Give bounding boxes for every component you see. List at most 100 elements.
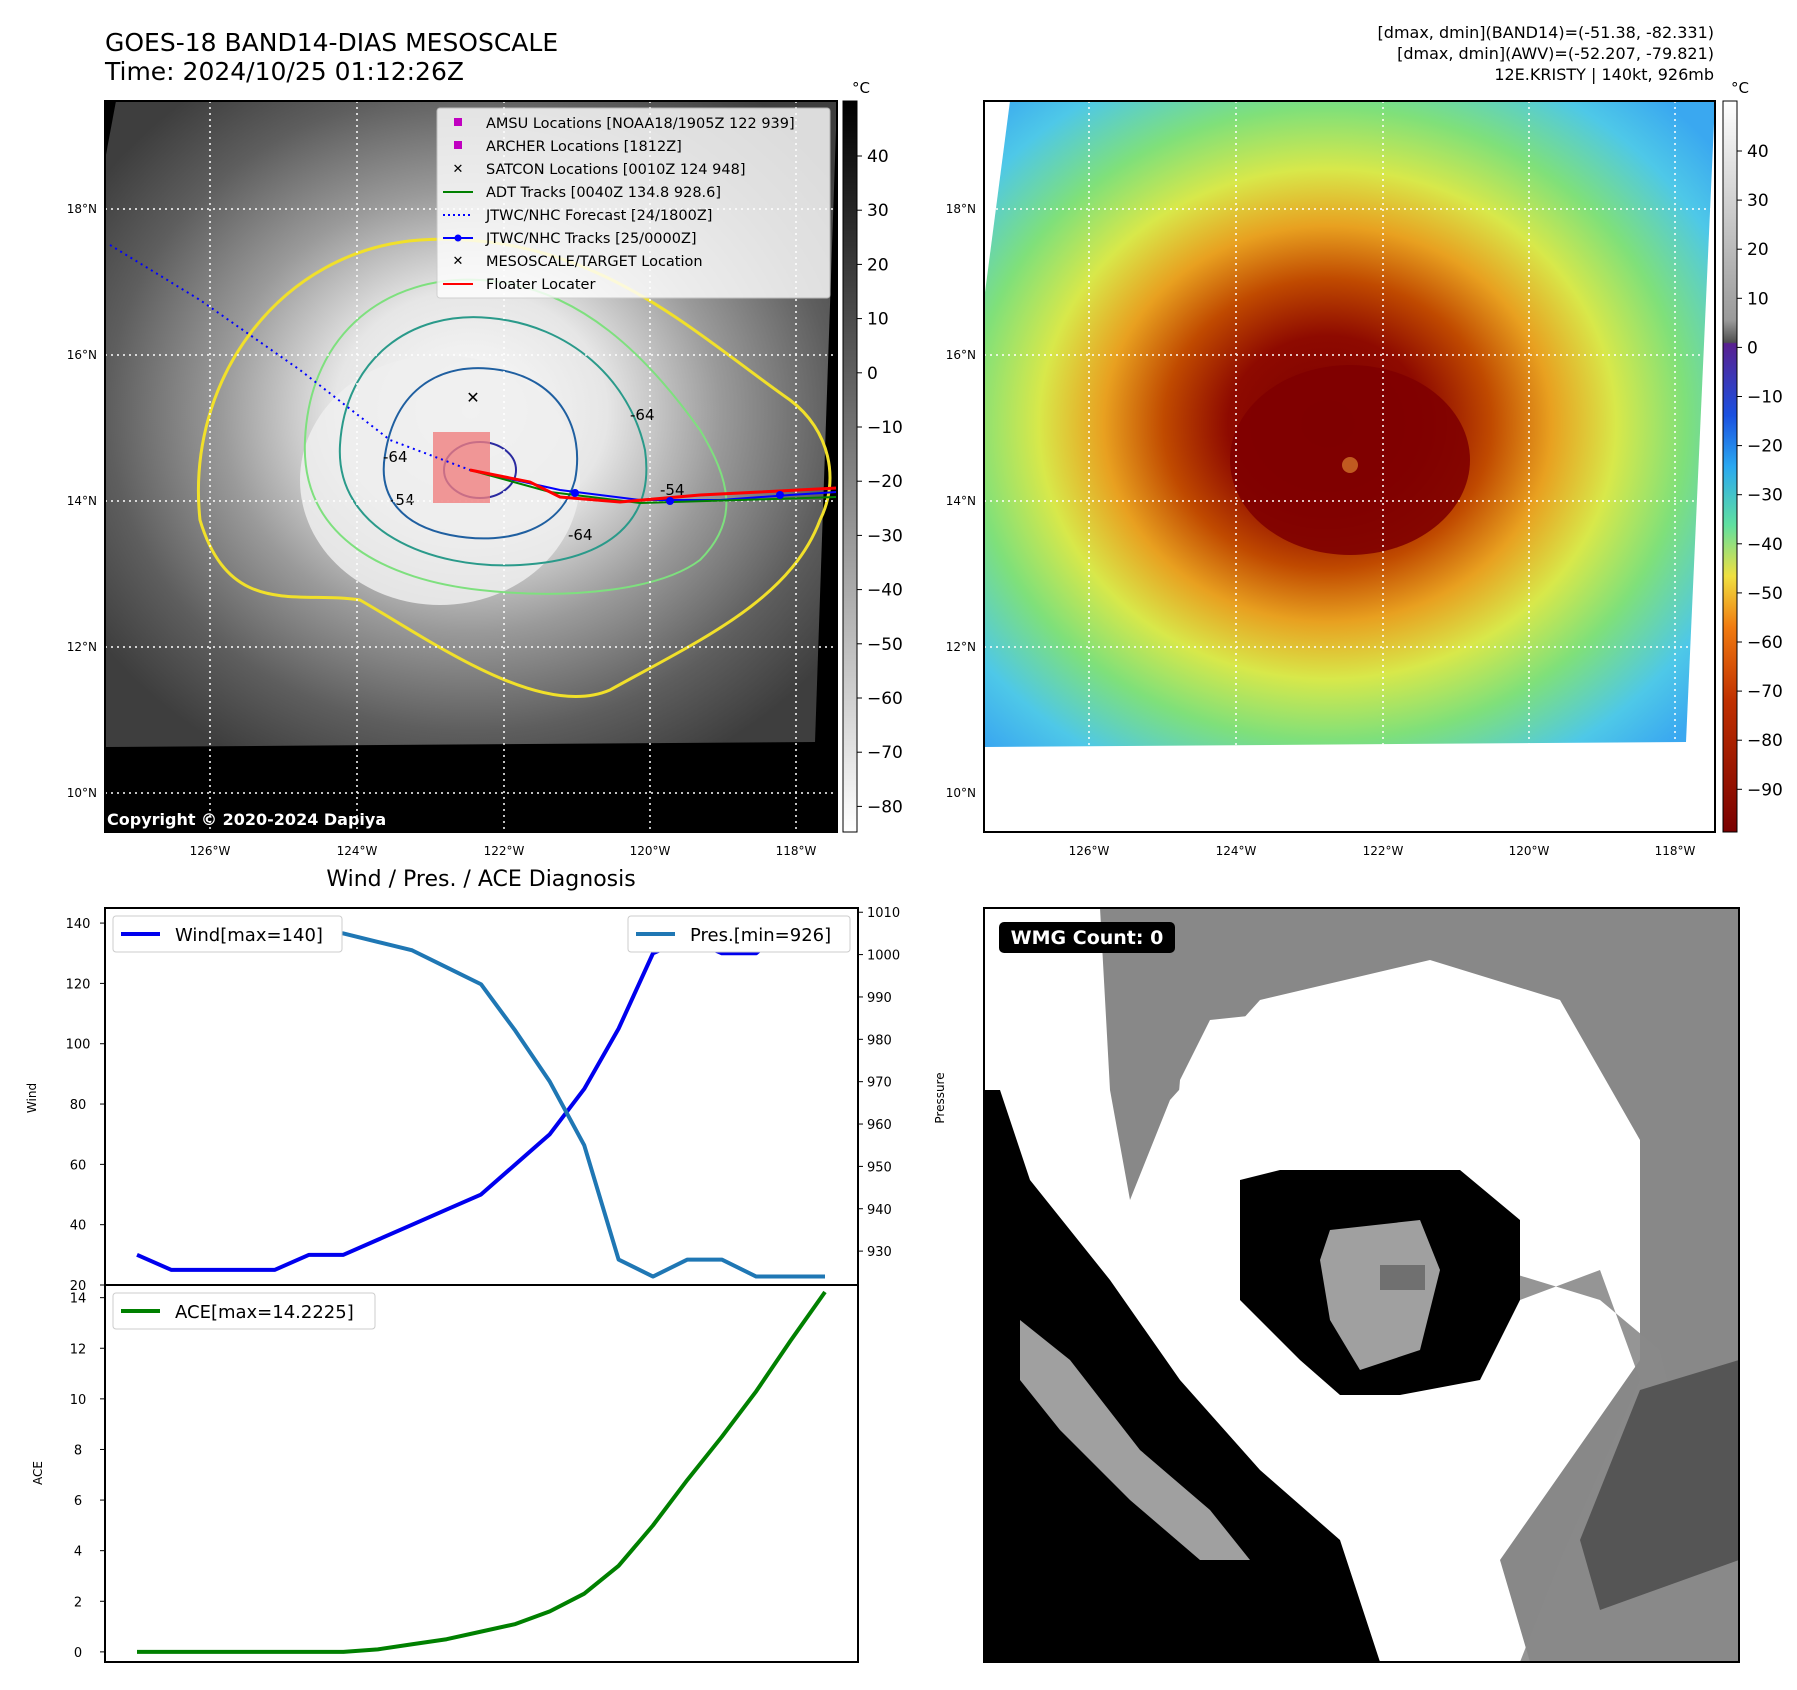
legend-entry: MESOSCALE/TARGET Location <box>486 254 703 270</box>
colorbar-tick-label: −80 <box>1747 731 1783 751</box>
colorbar-tick-label: −10 <box>867 418 903 438</box>
ir-nodata-strip <box>105 747 837 832</box>
target-marker: ✕ <box>466 388 479 407</box>
lon-tick-label: 126°W <box>1069 844 1110 858</box>
colorbar-tick-label: 20 <box>1747 240 1769 260</box>
awv-lon-labels: 126°W 124°W 122°W 120°W 118°W <box>1069 844 1696 858</box>
ir-colorbar-ticks: 40 30 20 10 0 −10 −20 −30 −40 −50 −60 −70 −80 <box>857 147 903 817</box>
awv-colorbar-ticks: 40 30 20 10 0 −10 −20 −30 −40 −50 −60 −70 −80 −90 <box>1737 142 1783 800</box>
pressure-tick-label: 1010 <box>867 906 900 921</box>
wind-tick-label: 40 <box>70 1219 87 1234</box>
legend-entry: JTWC/NHC Forecast [24/1800Z] <box>485 208 712 224</box>
ace-series-line <box>137 1290 827 1654</box>
ace-axis-label: ACE <box>31 1461 45 1485</box>
pressure-tick-label: 930 <box>867 1245 892 1260</box>
colorbar-tick-label: 0 <box>1747 338 1758 358</box>
legend-entry: ADT Tracks [0040Z 134.8 928.6] <box>486 185 721 201</box>
colorbar-tick-label: −70 <box>867 743 903 763</box>
lat-tick-label: 14°N <box>946 494 976 508</box>
contour-yellow <box>197 237 832 699</box>
lat-tick-label: 12°N <box>946 640 976 654</box>
wind-tick-label: 60 <box>70 1158 87 1173</box>
colorbar-tick-label: −30 <box>1747 486 1783 506</box>
ace-legend-label: ACE[max=14.2225] <box>175 1302 354 1323</box>
pressure-axis-label: Pressure <box>933 1072 947 1123</box>
ir-frame <box>104 100 838 833</box>
colorbar-tick-label: 10 <box>867 310 889 330</box>
colorbar-tick-label: −40 <box>867 581 903 601</box>
pressure-tick-label: 950 <box>867 1160 892 1175</box>
legend-entry: SATCON Locations [0010Z 124 948] <box>486 162 745 178</box>
awv-colorbar <box>1722 100 1738 833</box>
pressure-tick-label: 1000 <box>867 949 900 964</box>
lon-tick-label: 122°W <box>484 844 525 858</box>
wmg-frame <box>983 907 1740 1663</box>
ace-legend: ACE[max=14.2225] <box>112 1292 376 1330</box>
contour-blue <box>382 367 579 540</box>
colorbar-tick-label: 40 <box>867 147 889 167</box>
awv-eye <box>1342 457 1358 473</box>
ace-tick-label: 2 <box>74 1595 82 1610</box>
wind-tick-label: 80 <box>70 1098 87 1113</box>
colorbar-tick-label: −60 <box>867 689 903 709</box>
floater-box <box>433 432 490 503</box>
ace-tick-label: 8 <box>74 1443 82 1458</box>
lon-tick-label: 124°W <box>337 844 378 858</box>
lat-tick-label: 10°N <box>946 786 976 800</box>
colorbar-tick-label: 40 <box>1747 142 1769 162</box>
legend-marker <box>454 118 462 126</box>
pressure-tick-label: 940 <box>867 1203 892 1218</box>
colorbar-tick-label: −60 <box>1747 633 1783 653</box>
wmg-eye-center <box>1380 1265 1425 1290</box>
lon-tick-label: 126°W <box>190 844 231 858</box>
wmg-badge-bg <box>999 922 1175 953</box>
awv-range: [dmax, dmin](AWV)=(-52.207, -79.821) <box>1397 44 1714 63</box>
pressure-legend: Pres.[min=926] <box>627 915 851 953</box>
pressure-tick-label: 970 <box>867 1076 892 1091</box>
colorbar-tick-label: −90 <box>1747 780 1783 800</box>
wmg-black-band <box>984 1090 1380 1662</box>
figure-time: Time: 2024/10/25 01:12:26Z <box>104 57 464 86</box>
colorbar-tick-label: −70 <box>1747 682 1783 702</box>
adt-track <box>469 469 837 505</box>
contour-label: -64 <box>568 526 593 544</box>
legend-marker <box>454 141 462 149</box>
pressure-legend-label: Pres.[min=926] <box>690 925 831 946</box>
lat-tick-label: 16°N <box>946 348 976 362</box>
ace-tick-label: 0 <box>74 1646 82 1661</box>
wind-pressure-chart: Wind / Pres. / ACE Diagnosis 140 120 100 80… <box>25 867 947 1294</box>
legend-entry: Floater Locater <box>486 277 595 293</box>
contour-label: -64 <box>630 406 655 424</box>
pressure-legend-box <box>627 915 851 953</box>
wind-tick-label: 140 <box>66 917 91 932</box>
chart1-frame <box>104 907 859 1286</box>
colorbar-tick-label: −30 <box>867 526 903 546</box>
chart1-ticks: 140 120 100 80 60 40 20 1010 1000 990 980 970 960 950… <box>66 906 901 1294</box>
lon-tick-label: 122°W <box>1363 844 1404 858</box>
legend-entry: JTWC/NHC Tracks [25/0000Z] <box>485 231 697 247</box>
pressure-tick-label: 980 <box>867 1033 892 1048</box>
legend-marker: ✕ <box>453 162 464 177</box>
colorbar-tick-label: 30 <box>1747 191 1769 211</box>
pressure-tick-label: 960 <box>867 1118 892 1133</box>
colorbar-tick-label: 10 <box>1747 289 1769 309</box>
ir-lat-labels: 18°N 16°N 14°N 12°N 10°N <box>67 202 97 800</box>
band14-range: [dmax, dmin](BAND14)=(-51.38, -82.331) <box>1378 23 1714 42</box>
lat-tick-label: 12°N <box>67 640 97 654</box>
wmg-light-band <box>1020 1320 1250 1560</box>
copyright-text: Copyright © 2020-2024 Dapiya <box>107 810 386 829</box>
lat-tick-label: 18°N <box>946 202 976 216</box>
wind-tick-label: 100 <box>66 1038 91 1053</box>
awv-colorbar-unit: °C <box>1731 79 1749 97</box>
wind-tick-label: 20 <box>70 1279 87 1294</box>
colorbar-tick-label: −20 <box>1747 437 1783 457</box>
wmg-panel: WMG Count: 0 <box>983 907 1740 1663</box>
ace-tick-label: 12 <box>70 1342 87 1357</box>
legend-entry: AMSU Locations [NOAA18/1905Z 122 939] <box>486 116 795 132</box>
colorbar-tick-label: 20 <box>867 255 889 275</box>
track-points <box>571 489 784 505</box>
pressure-tick-label: 990 <box>867 991 892 1006</box>
ir-colorbar <box>842 100 858 833</box>
colorbar-tick-label: −50 <box>1747 584 1783 604</box>
colorbar-tick-label: −40 <box>1747 535 1783 555</box>
